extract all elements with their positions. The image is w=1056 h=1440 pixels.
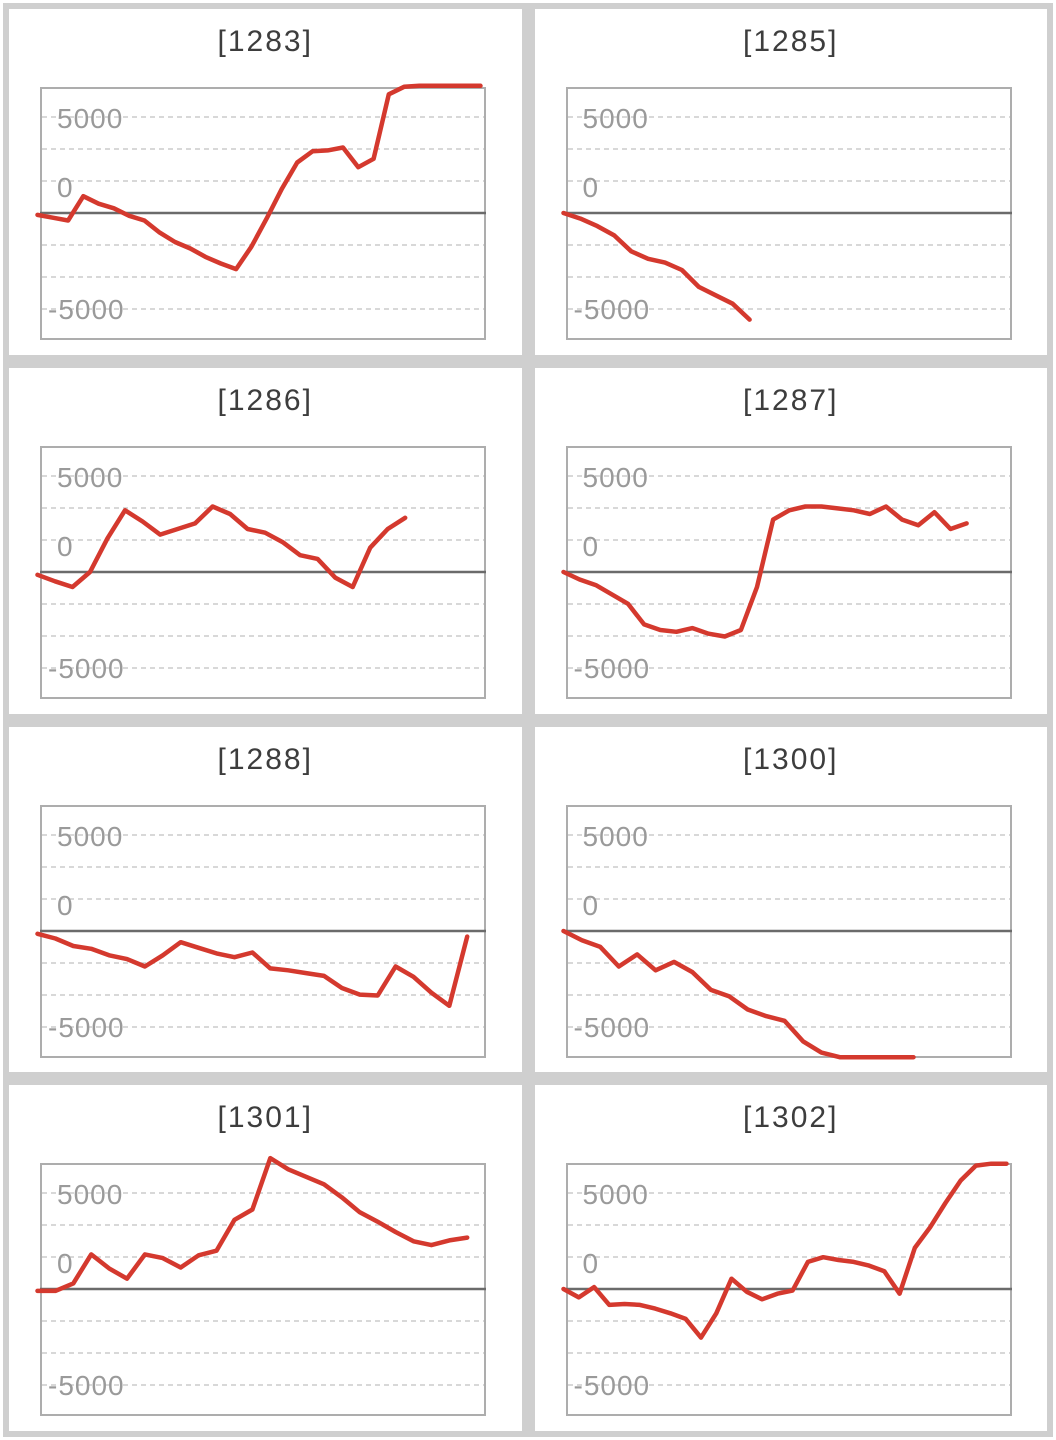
slump-chart: 5000 0 -5000 xyxy=(560,445,1012,699)
y-axis-label-5000: 5000 xyxy=(57,1179,124,1211)
y-axis-label-5000: 5000 xyxy=(57,103,124,134)
slump-chart: 5000 0 -5000 xyxy=(35,83,486,340)
chart-title: [1301] xyxy=(217,1101,313,1135)
chart-title: [1286] xyxy=(217,383,313,417)
chart-canvas xyxy=(560,445,1012,699)
chart-canvas xyxy=(560,87,1012,340)
chart-title: [1283] xyxy=(217,25,313,58)
chart-panel-1285: [1285] 5000 0 -5000 xyxy=(534,9,1047,355)
chart-panel-1300: [1300] 5000 0 -5000 xyxy=(534,726,1047,1073)
chart-canvas xyxy=(35,445,486,699)
y-axis-label-minus-5000: -5000 xyxy=(573,652,651,684)
slump-chart: 5000 0 -5000 xyxy=(560,804,1012,1059)
chart-panel-1283: [1283] 5000 0 -5000 xyxy=(9,9,522,355)
y-axis-label-minus-5000: -5000 xyxy=(48,294,125,325)
y-axis-label-0: 0 xyxy=(57,889,74,921)
y-axis-label-5000: 5000 xyxy=(57,461,124,493)
chart-title: [1302] xyxy=(743,1101,839,1135)
y-axis-label-0: 0 xyxy=(582,530,600,562)
chart-title: [1287] xyxy=(743,383,839,417)
y-axis-label-minus-5000: -5000 xyxy=(48,1011,125,1043)
page-frame: [1283] 5000 0 -5000 [1285] 5000 0 -5000 … xyxy=(3,3,1053,1437)
chart-panel-1287: [1287] 5000 0 -5000 xyxy=(534,367,1047,714)
slump-chart: 5000 0 -5000 xyxy=(35,445,486,699)
y-axis-label-minus-5000: -5000 xyxy=(573,1011,651,1043)
chart-canvas xyxy=(35,804,486,1058)
chart-canvas xyxy=(35,1156,486,1417)
slump-chart: 5000 0 -5000 xyxy=(35,1156,486,1417)
chart-panel-1301: [1301] 5000 0 -5000 xyxy=(9,1085,522,1431)
chart-canvas xyxy=(560,1161,1012,1417)
y-axis-label-minus-5000: -5000 xyxy=(48,652,125,684)
slump-chart: 5000 0 -5000 xyxy=(560,1161,1012,1417)
y-axis-label-5000: 5000 xyxy=(582,820,649,852)
y-axis-label-0: 0 xyxy=(57,530,74,562)
slump-chart: 5000 0 -5000 xyxy=(560,87,1012,340)
y-axis-label-0: 0 xyxy=(582,172,600,203)
chart-panel-1288: [1288] 5000 0 -5000 xyxy=(9,726,522,1073)
chart-canvas xyxy=(560,804,1012,1059)
y-axis-label-minus-5000: -5000 xyxy=(573,1370,651,1402)
y-axis-label-0: 0 xyxy=(582,1248,600,1280)
y-axis-label-minus-5000: -5000 xyxy=(573,294,651,325)
y-axis-label-0: 0 xyxy=(57,172,74,203)
y-axis-label-5000: 5000 xyxy=(582,103,649,134)
chart-title: [1288] xyxy=(217,742,313,776)
chart-title: [1300] xyxy=(743,742,839,776)
chart-panel-1286: [1286] 5000 0 -5000 xyxy=(9,367,522,714)
y-axis-label-5000: 5000 xyxy=(582,461,649,493)
y-axis-label-5000: 5000 xyxy=(582,1179,649,1211)
chart-grid: [1283] 5000 0 -5000 [1285] 5000 0 -5000 … xyxy=(9,9,1047,1431)
chart-canvas xyxy=(35,83,486,340)
y-axis-label-minus-5000: -5000 xyxy=(48,1370,125,1402)
slump-chart: 5000 0 -5000 xyxy=(35,804,486,1058)
chart-panel-1302: [1302] 5000 0 -5000 xyxy=(534,1085,1047,1431)
chart-title: [1285] xyxy=(743,25,839,58)
y-axis-label-0: 0 xyxy=(57,1248,74,1280)
y-axis-label-5000: 5000 xyxy=(57,820,124,852)
y-axis-label-0: 0 xyxy=(582,889,600,921)
